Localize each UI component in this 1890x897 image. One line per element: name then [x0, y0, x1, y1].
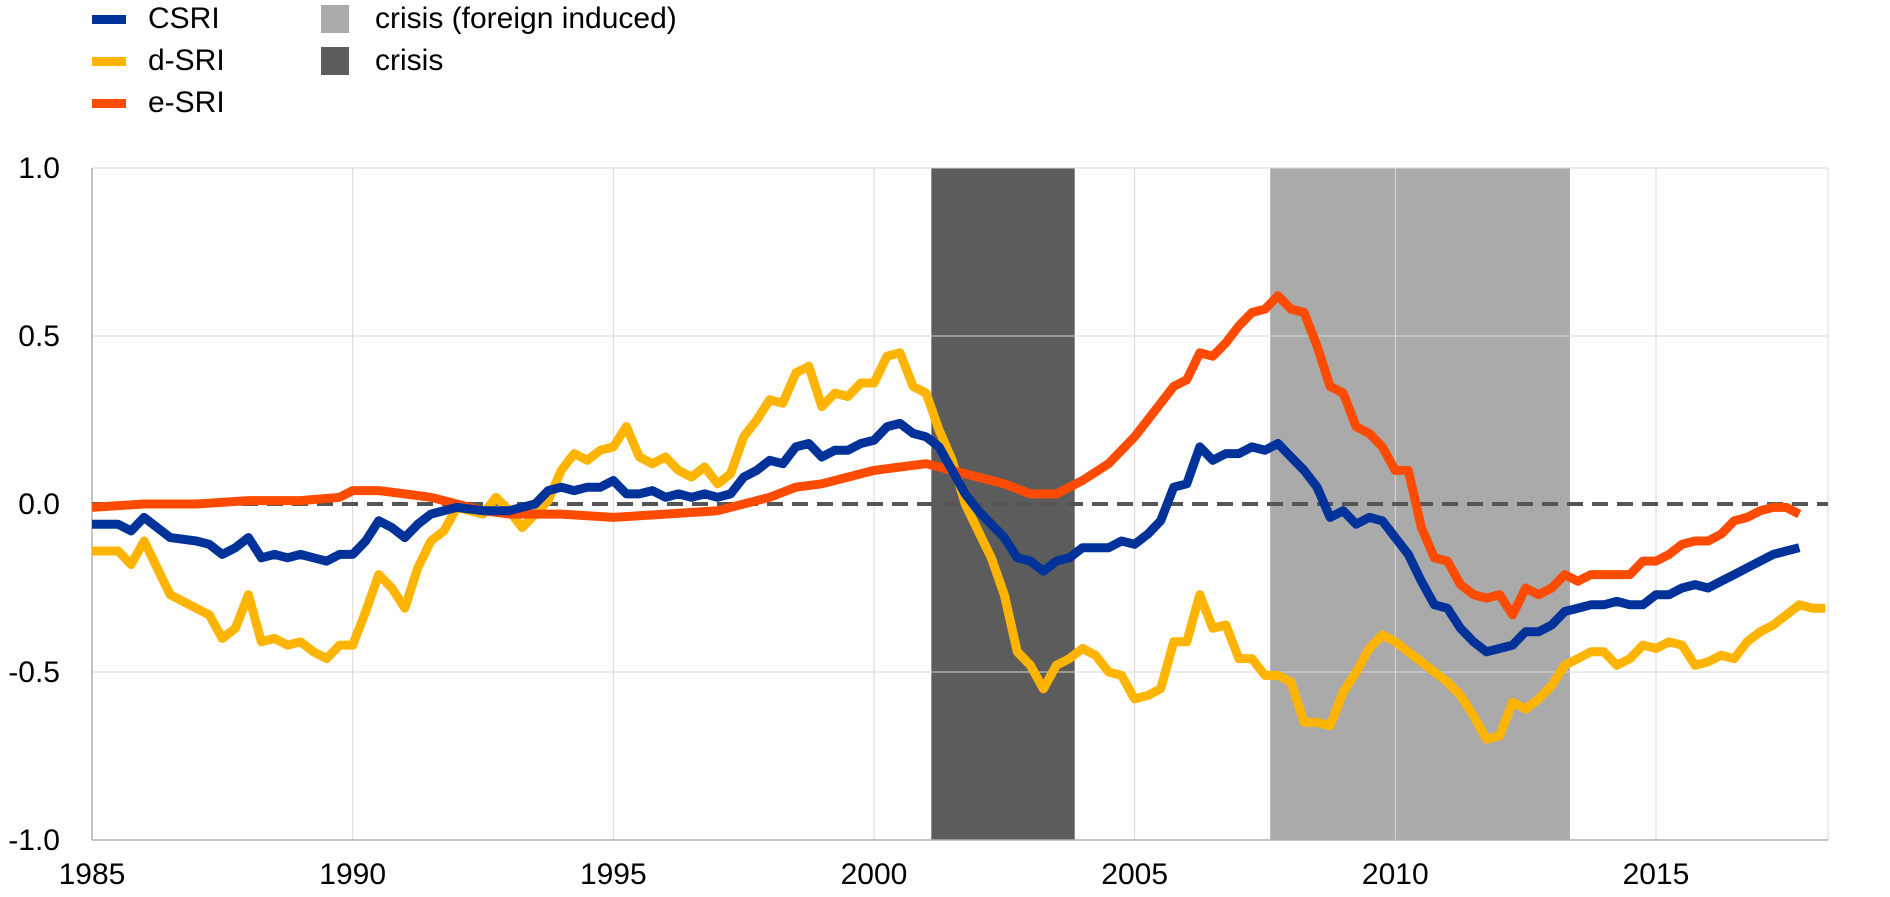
- y-tick-label: 0.5: [18, 320, 60, 353]
- y-tick-label: -1.0: [8, 824, 60, 857]
- y-tick-label: -0.5: [8, 656, 60, 689]
- series-line-e-sri: [91, 291, 1802, 620]
- y-axis: -1.0 -0.5 0.0 0.5 1.0: [8, 152, 60, 857]
- legend-item-e-sri: e-SRI: [92, 85, 225, 121]
- legend-label-d-sri: d-SRI: [148, 44, 225, 77]
- legend-label-e-sri: e-SRI: [148, 86, 225, 119]
- legend-swatch-crisis-foreign: [321, 5, 349, 33]
- legend-label-crisis: crisis: [375, 44, 444, 77]
- x-tick-label: 2010: [1362, 858, 1429, 891]
- legend-swatch-e-sri: [92, 98, 126, 108]
- legend-item-csri: CSRI: [92, 1, 220, 37]
- x-tick-label: 1990: [319, 858, 386, 891]
- legend-item-crisis: crisis: [318, 43, 443, 79]
- legend-swatch-csri: [92, 14, 126, 24]
- x-tick-label: 2015: [1623, 858, 1690, 891]
- x-tick-label: 2000: [841, 858, 908, 891]
- series-line-d-sri: [92, 348, 1826, 744]
- legend-label-crisis-foreign: crisis (foreign induced): [375, 2, 677, 35]
- legend-swatch-d-sri: [92, 56, 126, 66]
- legend-label-csri: CSRI: [148, 2, 220, 35]
- x-tick-label: 1985: [59, 858, 126, 891]
- series-lines: [91, 291, 1826, 744]
- x-tick-label: 2005: [1101, 858, 1168, 891]
- series-line-csri: [92, 418, 1801, 657]
- legend-swatch-crisis: [321, 47, 349, 75]
- y-tick-label: 1.0: [18, 152, 60, 185]
- legend-item-d-sri: d-SRI: [92, 43, 225, 79]
- legend-item-crisis-foreign: crisis (foreign induced): [318, 1, 677, 37]
- y-tick-label: 0.0: [18, 488, 60, 521]
- x-tick-label: 1995: [580, 858, 647, 891]
- x-axis: 1985 1990 1995 2000 2005 2010 2015: [59, 858, 1690, 891]
